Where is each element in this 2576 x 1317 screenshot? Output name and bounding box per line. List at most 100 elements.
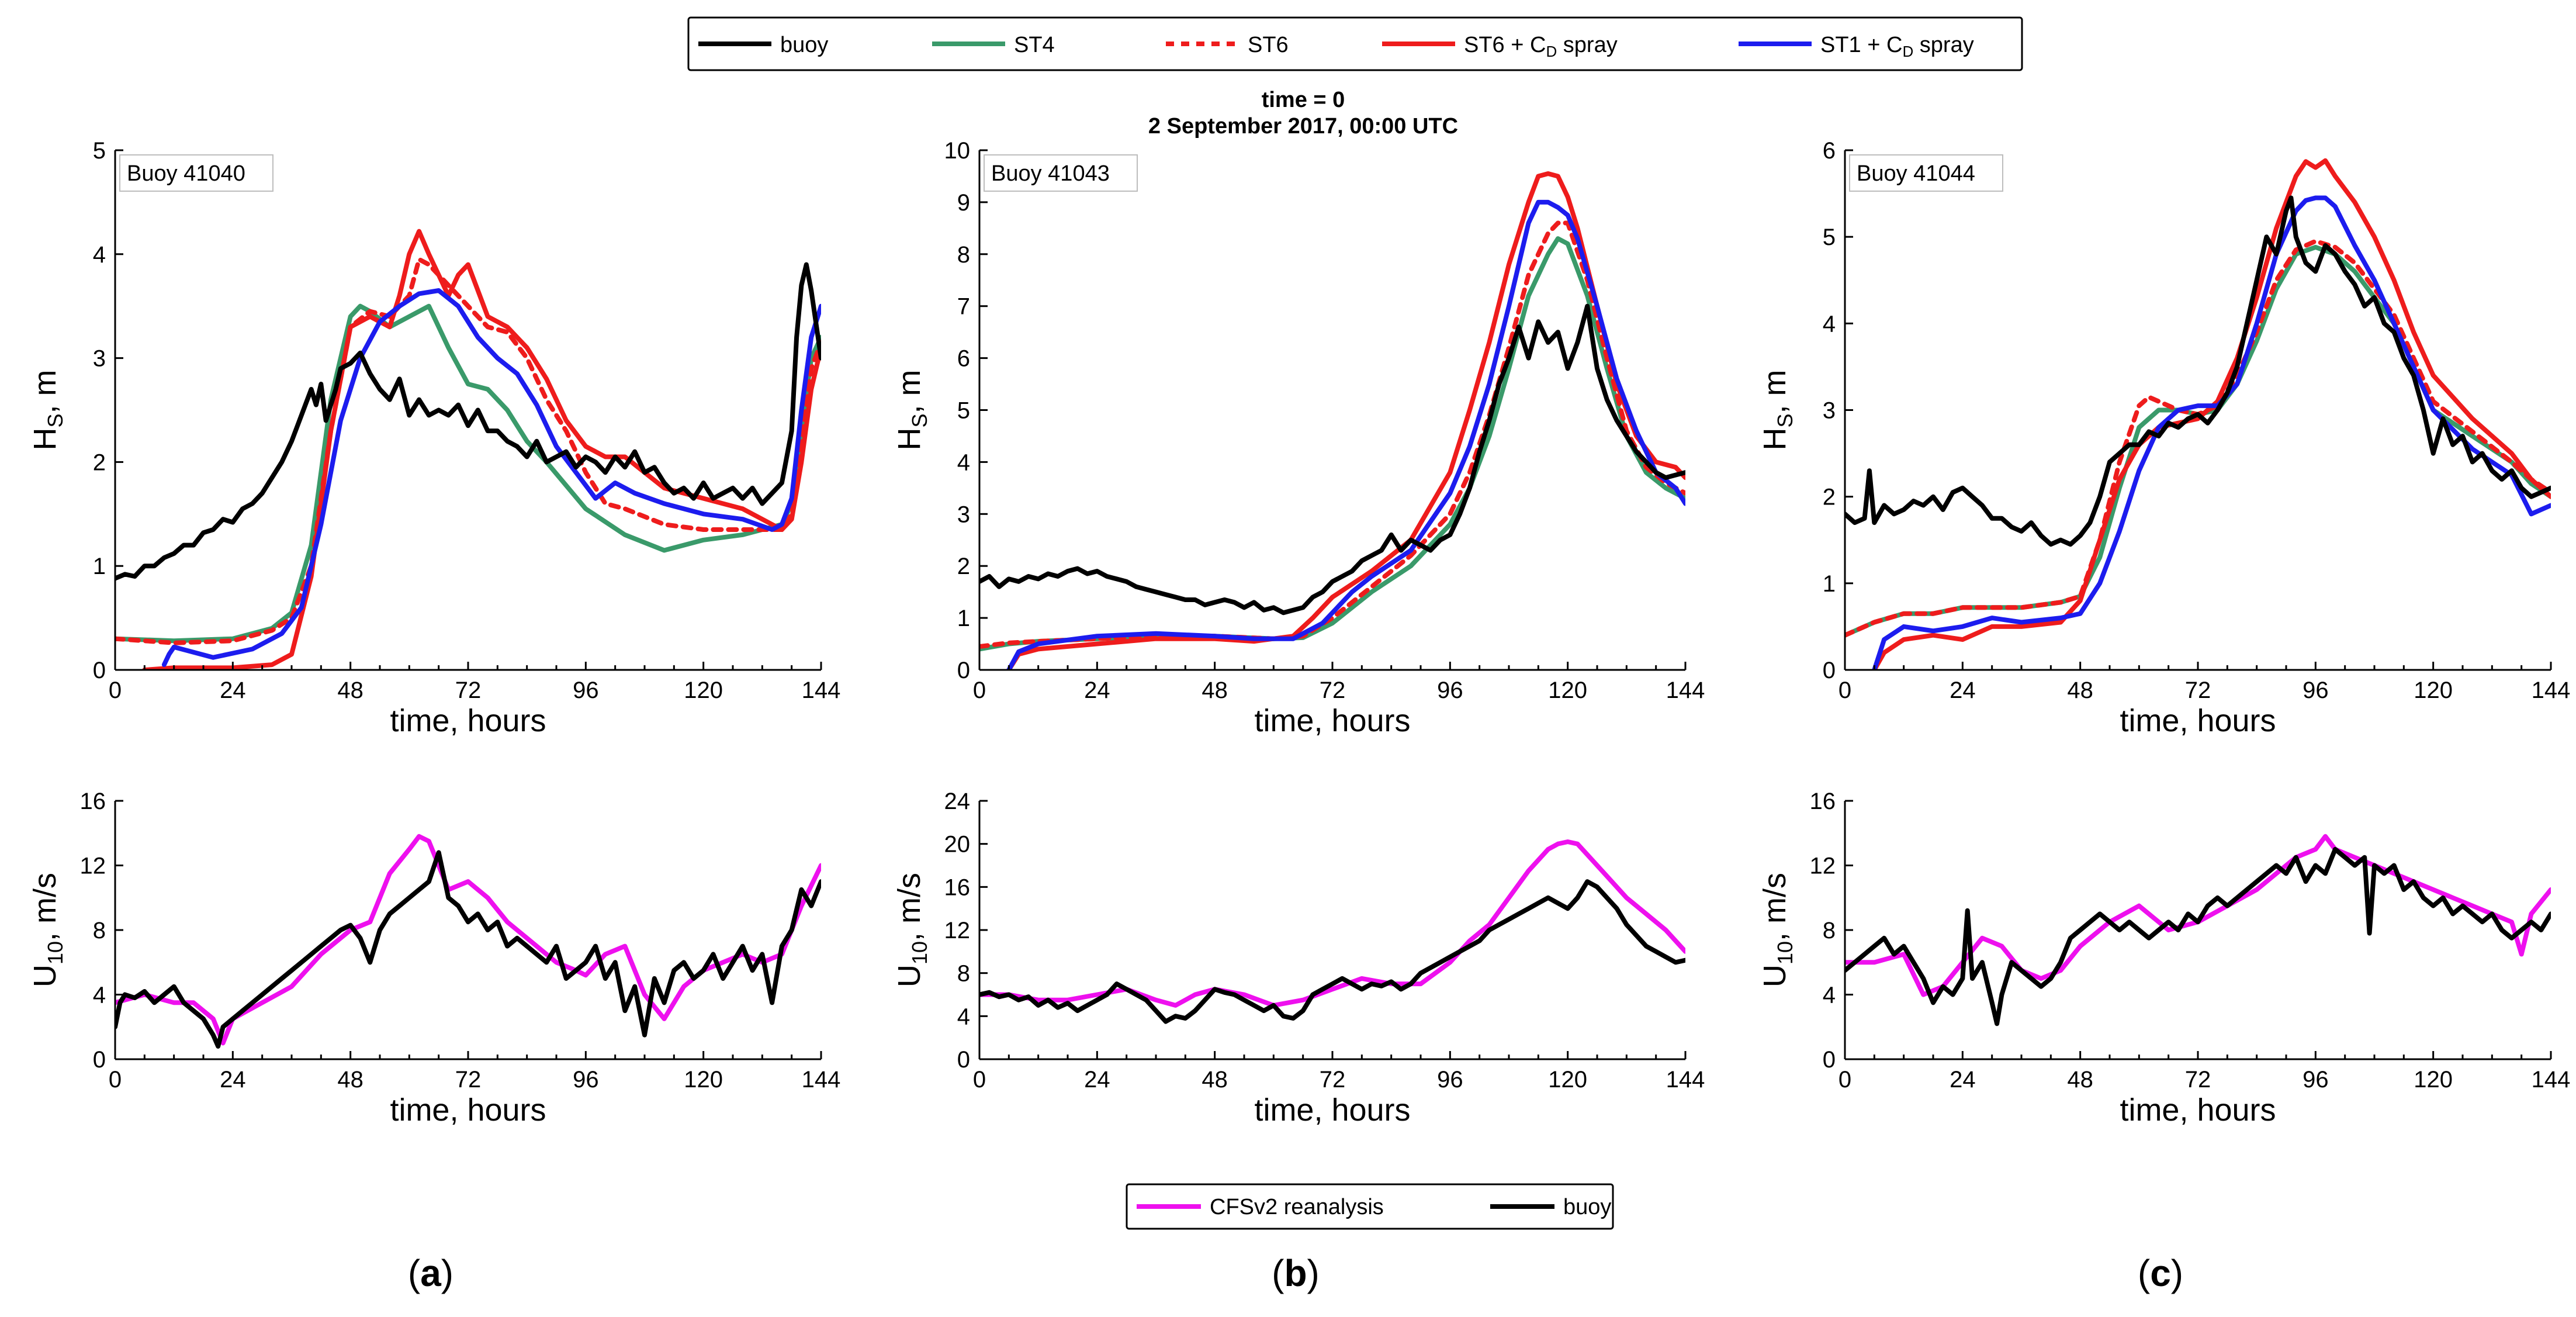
y-tick-label: 8: [93, 918, 106, 943]
x-tick-label: 48: [337, 677, 363, 703]
x-tick-label: 0: [973, 1067, 986, 1093]
x-tick-label: 72: [2185, 1067, 2211, 1093]
y-tick-label: 2: [1823, 485, 1836, 510]
x-tick-label: 120: [2414, 1067, 2453, 1093]
x-tick-label: 48: [2067, 677, 2093, 703]
y-tick-label: 16: [1810, 789, 1836, 814]
buoy-name-box: [1849, 154, 2003, 192]
series-group: [115, 834, 821, 1049]
x-tick-label: 96: [573, 1067, 599, 1093]
legend-label-st1-c-d-spray: ST1 + CD spray: [1820, 33, 1974, 60]
x-tick-label: 96: [2303, 677, 2329, 703]
y-tick-label: 1: [1823, 571, 1836, 597]
y-tick-label: 2: [957, 554, 970, 579]
y-tick-label: 0: [1823, 658, 1836, 683]
x-tick-label: 144: [1666, 1067, 1705, 1093]
panel-labels: (a) (b) (c): [408, 1252, 2183, 1294]
y-tick-label: 2: [93, 450, 106, 475]
series-group: [115, 229, 821, 670]
y-tick-label: 0: [93, 1047, 106, 1073]
y-tick-label: 12: [1810, 853, 1836, 879]
legend-bottom-frame: [1126, 1183, 1614, 1230]
y-tick-label: 16: [80, 789, 106, 814]
buoy-name-label: Buoy 41043: [991, 161, 1110, 186]
x-tick-label: 72: [455, 677, 482, 703]
y-tick-label: 5: [93, 138, 106, 164]
y-tick-label: 10: [944, 138, 971, 164]
y-tick-label: 16: [944, 874, 971, 900]
panel-a-hs-plot: 0 24 48 72 96 120 144 0 1 2 3 4 5 time, hours HS, m Buo…: [27, 138, 840, 738]
series-line-buoy: [979, 303, 1685, 616]
x-tick-label: 24: [220, 1067, 246, 1093]
series-group: [979, 839, 1685, 1024]
legend-entry-st6-c-d-spray: ST6 + CD spray: [1382, 33, 1618, 60]
x-tick-label: 24: [1950, 1067, 1976, 1093]
y-tick-label: 0: [1823, 1047, 1836, 1073]
legend-label-st4: ST4: [1014, 33, 1055, 57]
y-tick-label: 4: [93, 242, 106, 268]
legend-label-cfsv2-reanalysis: CFSv2 reanalysis: [1210, 1195, 1384, 1219]
figure-title: time = 0 2 September 2017, 00:00 UTC: [1148, 88, 1458, 139]
x-tick-label: 144: [1666, 677, 1705, 703]
x-tick-label: 24: [1084, 1067, 1110, 1093]
y-tick-label: 4: [1823, 311, 1836, 337]
x-tick-label: 96: [573, 677, 599, 703]
series-line-st1-c-d-spray: [161, 288, 821, 668]
x-axis-title: time, hours: [390, 1093, 546, 1128]
x-tick-label: 0: [973, 677, 986, 703]
y-tick-label: 6: [957, 346, 970, 372]
x-tick-label: 0: [109, 1067, 122, 1093]
panel-label-a: (a): [408, 1252, 453, 1294]
x-tick-label: 120: [684, 677, 723, 703]
legend-entry-st4: ST4: [932, 33, 1055, 57]
legend-bottom: CFSv2 reanalysis buoy: [1126, 1183, 1614, 1230]
y-tick-label: 12: [944, 918, 971, 943]
legend-label-buoy: buoy: [780, 33, 828, 57]
legend-top-items: buoy ST4 ST6 ST6 + CD spray ST1 + CD spray: [698, 33, 1974, 60]
panel-b-hs-plot: 0 24 48 72 96 120 144 0 1 2 3 4 5 6 7 8 9 10 time, hours HS…: [892, 138, 1705, 738]
y-tick-label: 12: [80, 853, 106, 879]
y-tick-label: 4: [957, 450, 970, 475]
series-line-buoy: [1845, 846, 2551, 1026]
x-axis-title: time, hours: [2120, 1093, 2276, 1128]
x-tick-label: 144: [802, 677, 841, 703]
x-tick-label: 144: [2532, 1067, 2571, 1093]
x-axis-title: time, hours: [1254, 703, 1410, 738]
y-tick-label: 3: [957, 502, 970, 527]
x-tick-label: 96: [1437, 1067, 1463, 1093]
series-line-st1-c-d-spray: [1006, 199, 1685, 670]
y-tick-label: 0: [957, 1047, 970, 1073]
y-axis-title: U10, m/s: [892, 873, 932, 987]
y-tick-label: 1: [957, 606, 970, 631]
x-tick-label: 48: [1202, 677, 1228, 703]
y-tick-label: 1: [93, 554, 106, 579]
x-tick-label: 96: [1437, 677, 1463, 703]
y-tick-label: 0: [957, 658, 970, 683]
legend-top: buoy ST4 ST6 ST6 + CD spray ST1 + CD spray: [687, 16, 2023, 71]
buoy-name-box: [984, 154, 1138, 192]
y-axis-title: HS, m: [892, 369, 932, 450]
series-line-cfsv2-reanalysis: [1845, 834, 2551, 997]
x-tick-label: 144: [2532, 677, 2571, 703]
y-tick-label: 0: [93, 658, 106, 683]
series-group: [979, 171, 1685, 670]
legend-top-frame: [687, 16, 2023, 71]
x-axis-title: time, hours: [2120, 703, 2276, 738]
x-tick-label: 24: [1950, 677, 1976, 703]
series-line-st6-c-d-spray: [142, 229, 821, 670]
x-tick-label: 120: [1548, 677, 1587, 703]
x-tick-label: 120: [684, 1067, 723, 1093]
series-group: [1845, 158, 2551, 670]
y-tick-label: 4: [93, 983, 106, 1008]
y-tick-label: 7: [957, 294, 970, 320]
x-tick-label: 120: [2414, 677, 2453, 703]
panel-c-hs-plot: 0 24 48 72 96 120 144 0 1 2 3 4 5 6 time, hours HS, m Bu…: [1757, 138, 2570, 738]
x-tick-label: 72: [455, 1067, 482, 1093]
y-tick-label: 8: [957, 242, 970, 268]
series-line-st6: [979, 220, 1685, 649]
x-tick-label: 120: [1548, 1067, 1587, 1093]
